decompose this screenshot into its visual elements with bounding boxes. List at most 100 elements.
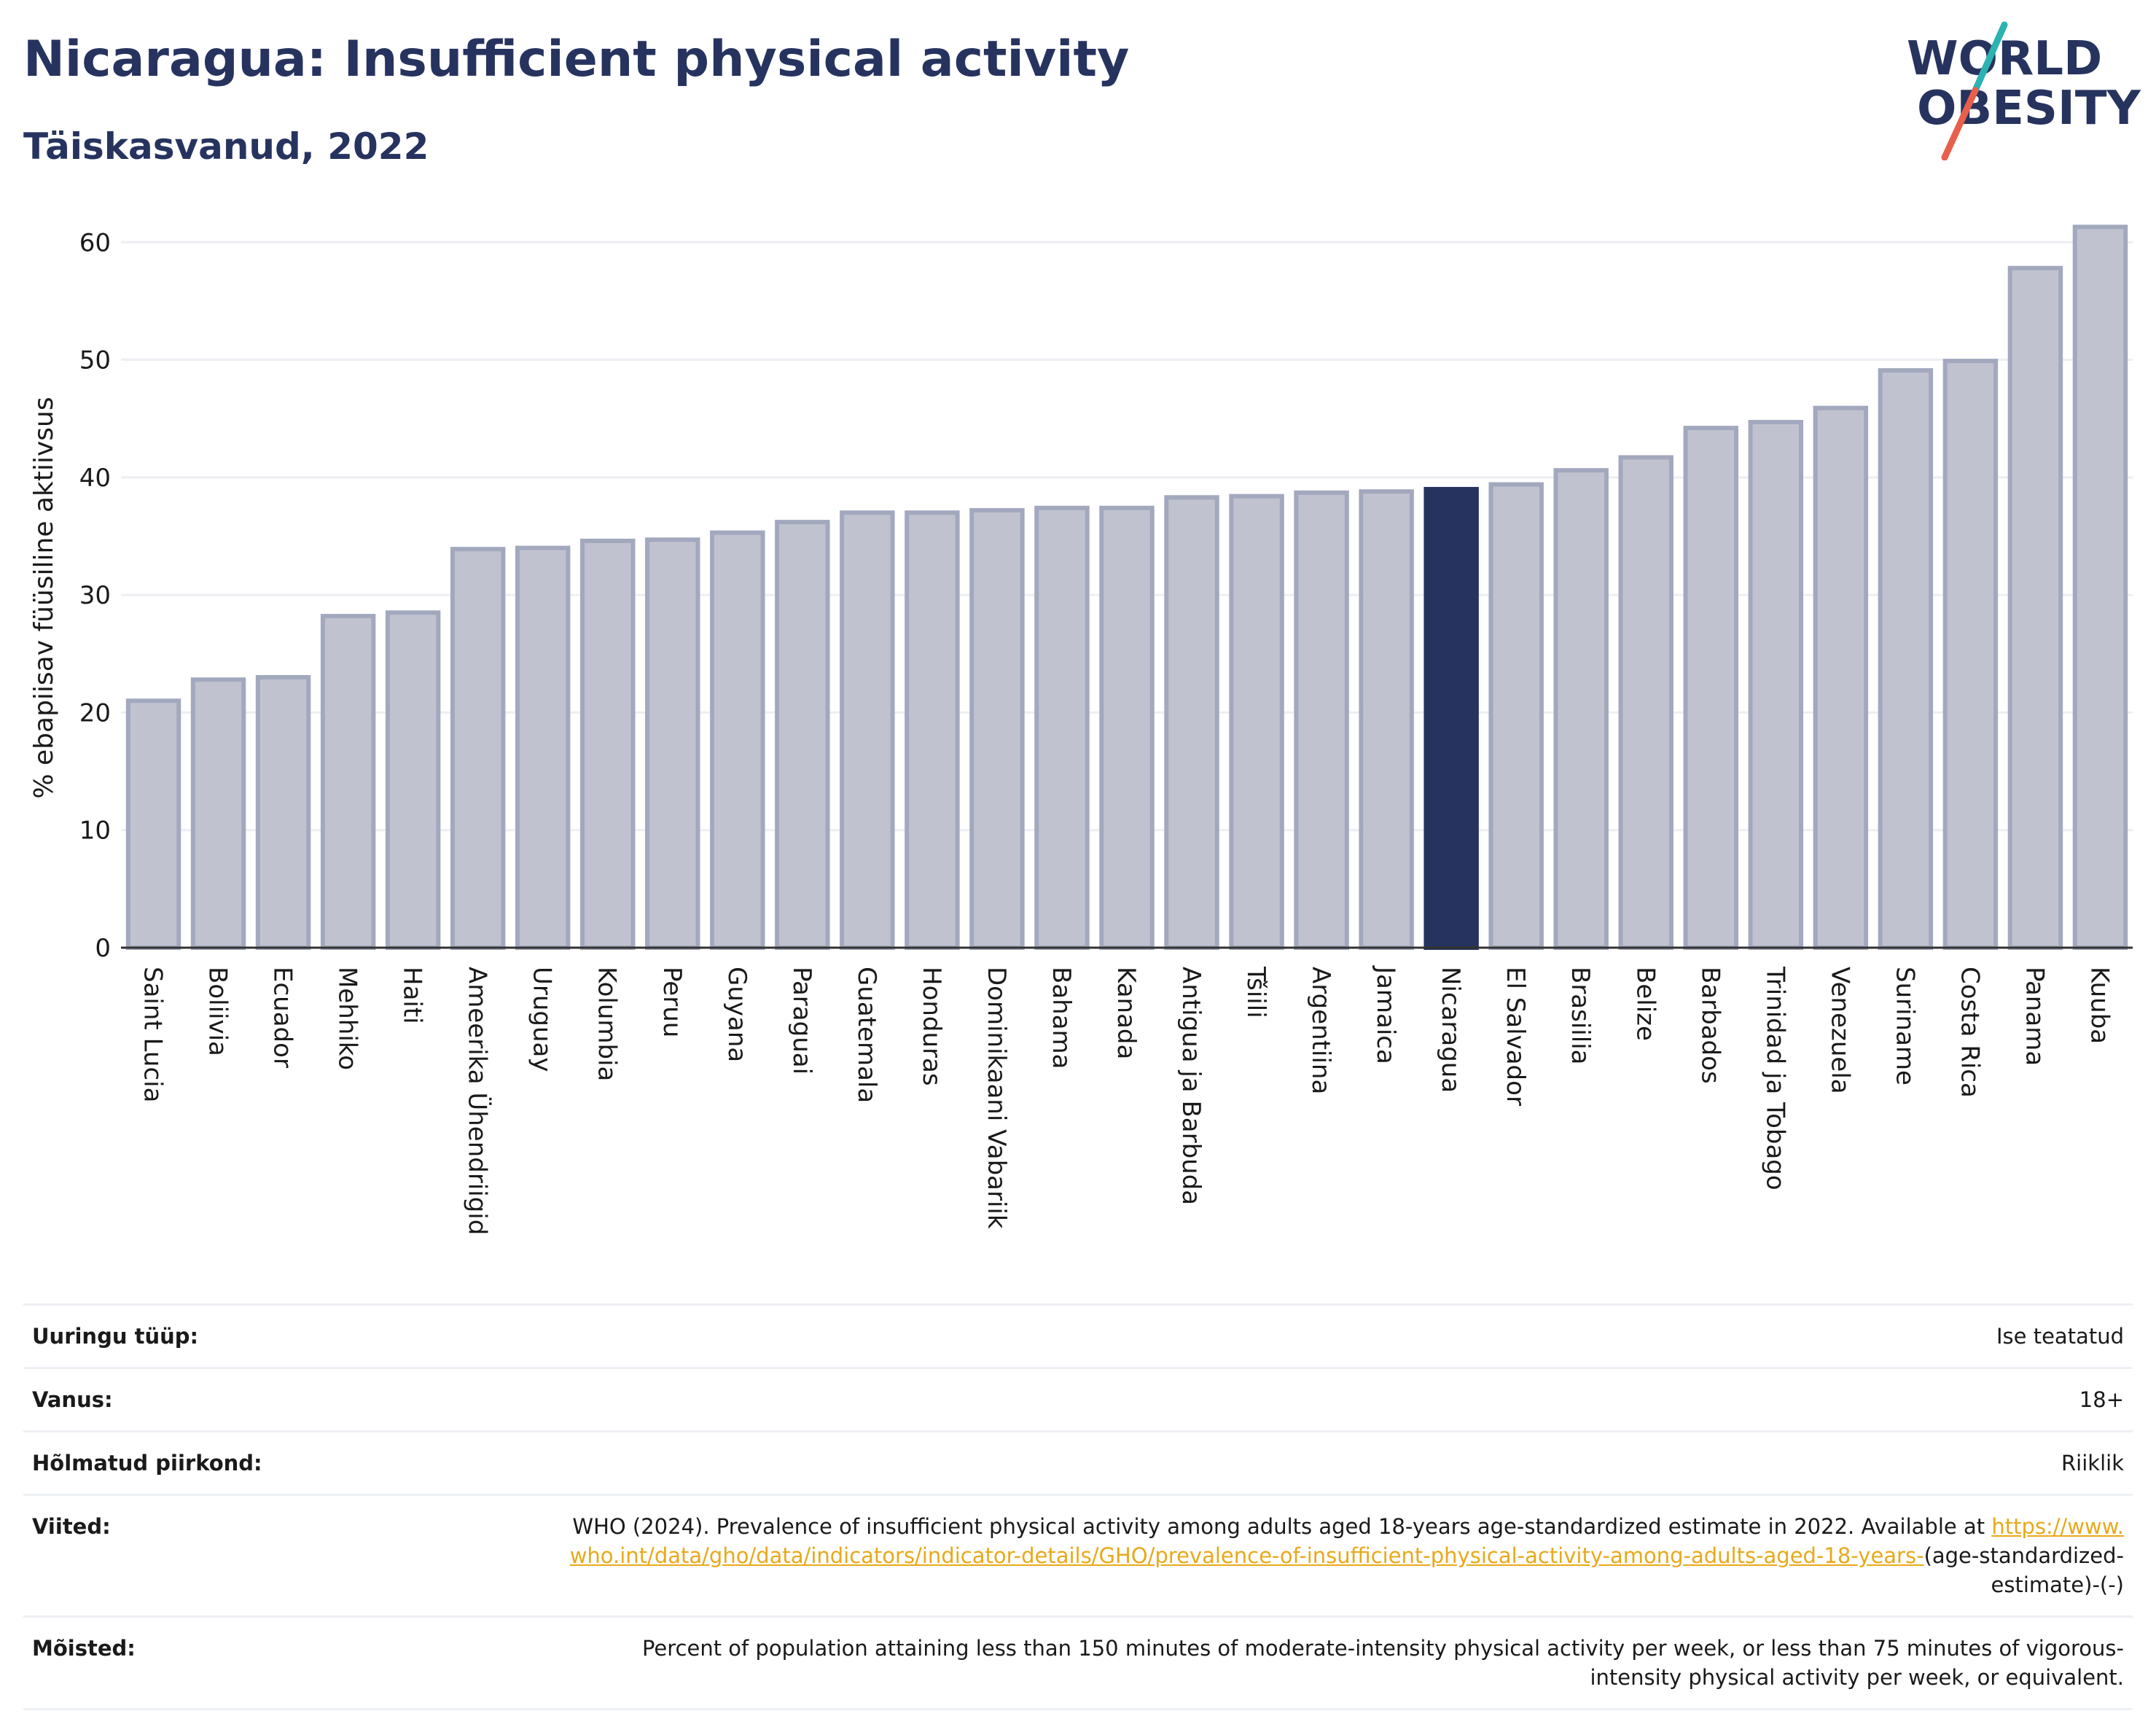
x-tick-label: Suriname <box>1890 967 1919 1085</box>
bar <box>450 547 506 950</box>
chart-subtitle: Täiskasvanud, 2022 <box>23 125 429 168</box>
meta-row-references: Viited: WHO (2024). Prevalence of insuff… <box>23 1494 2133 1617</box>
bar <box>2007 265 2063 950</box>
bar <box>2072 225 2128 950</box>
x-tick-label: Costa Rica <box>1955 967 1984 1098</box>
meta-row-definitions: Mõisted: Percent of population attaining… <box>23 1615 2133 1710</box>
bar <box>515 545 571 950</box>
x-tick-label: Barbados <box>1695 967 1725 1084</box>
bar <box>1294 490 1349 950</box>
bar <box>1942 359 1999 950</box>
meta-label: Uuringu tüüp: <box>23 1303 551 1368</box>
bar <box>1618 455 1673 950</box>
y-tick-label: 0 <box>95 934 111 963</box>
meta-label: Hõlmatud piirkond: <box>23 1430 551 1495</box>
references-text: WHO (2024). Prevalence of insufficient p… <box>572 1514 1985 1539</box>
x-tick-label: Ameerika Ühendriigid <box>463 967 493 1235</box>
x-tick-label: Paraguai <box>787 967 816 1075</box>
x-tick-label: Ecuador <box>268 967 297 1068</box>
bar <box>1164 495 1219 950</box>
world-obesity-logo: WORLD OBESITY <box>1907 21 2141 160</box>
meta-row: Vanus: 18+ <box>23 1367 2133 1432</box>
x-tick-label: Kuuba <box>2085 967 2114 1044</box>
bar <box>320 614 376 951</box>
x-tick-label: Guyana <box>722 967 751 1062</box>
bar <box>1813 405 1869 950</box>
definitions-label: Mõisted: <box>23 1615 551 1710</box>
bar <box>840 510 895 950</box>
y-tick-label: 20 <box>79 698 111 728</box>
x-tick-label: Trinidad ja Tobago <box>1760 966 1789 1190</box>
x-tick-label: Venezuela <box>1825 967 1854 1094</box>
x-tick-label: Antigua ja Barbuda <box>1176 967 1206 1205</box>
bar <box>645 537 700 950</box>
x-tick-label: Boliivia <box>203 967 233 1056</box>
x-tick-label: Peruu <box>657 967 687 1037</box>
bar <box>125 698 181 951</box>
bar <box>775 520 830 950</box>
meta-value: 18+ <box>551 1367 2133 1432</box>
bar <box>1229 494 1284 950</box>
x-tick-label: El Salvador <box>1501 967 1530 1106</box>
bar <box>1359 489 1414 950</box>
x-tick-label: Bahama <box>1047 967 1076 1069</box>
chart-title: Nicaragua: Insufficient physical activit… <box>23 31 1130 88</box>
x-tick-label: Kanada <box>1112 967 1141 1059</box>
definitions-value: Percent of population attaining less tha… <box>551 1615 2133 1710</box>
bar <box>905 510 960 950</box>
x-tick-label: Brasiilia <box>1566 967 1595 1064</box>
y-tick-label: 10 <box>79 816 111 846</box>
bar <box>1748 420 1804 950</box>
x-tick-label: Jamaica <box>1371 965 1400 1064</box>
x-tick-label: Belize <box>1630 967 1660 1041</box>
x-tick-label: Uruguay <box>528 967 557 1072</box>
bar <box>1553 468 1609 950</box>
bar-highlighted <box>1423 486 1479 950</box>
references-link[interactable]: https://www.who.int/data/gho/data/indica… <box>569 1514 2124 1568</box>
y-tick-label: 30 <box>79 581 111 610</box>
bar <box>1488 482 1544 950</box>
bar <box>1878 368 1934 950</box>
metadata-table: Uuringu tüüp: Ise teatatud Vanus: 18+ Hõ… <box>23 1303 2133 1710</box>
x-tick-label: Kolumbia <box>593 967 622 1081</box>
logo-slash-bottom <box>1941 87 1979 160</box>
meta-row: Uuringu tüüp: Ise teatatud <box>23 1303 2133 1368</box>
logo-word-obesity: OBESITY <box>1917 82 2141 136</box>
references-label: Viited: <box>23 1494 551 1617</box>
y-tick-label: 40 <box>79 464 111 493</box>
bar <box>1099 505 1155 950</box>
meta-row: Hõlmatud piirkond: Riiklik <box>23 1430 2133 1495</box>
x-tick-label: Guatemala <box>852 967 881 1103</box>
bar <box>1034 505 1090 950</box>
x-tick-label: Haiti <box>398 967 427 1024</box>
bars-layer <box>125 225 2128 951</box>
meta-value: Ise teatatud <box>551 1303 2133 1368</box>
bar <box>710 530 765 950</box>
meta-value: Riiklik <box>551 1430 2133 1495</box>
bar <box>580 538 636 950</box>
y-axis-label: % ebapiisav füüsiline aktiivsus <box>29 397 59 798</box>
bar <box>385 610 441 950</box>
y-tick-labels: 0 10 20 30 40 50 60 <box>79 228 111 963</box>
x-tick-label: Dominikaani Vabariik <box>982 967 1011 1229</box>
x-tick-label: Honduras <box>917 967 946 1086</box>
references-suffix: (age-standardized-estimate)-(-) <box>1923 1543 2124 1597</box>
x-tick-labels: Saint Lucia Boliivia Ecuador Mehhiko Haiti Am… <box>138 965 2114 1235</box>
x-tick-label: Panama <box>2020 967 2049 1066</box>
bar-chart: 0 10 20 30 40 50 60 Saint Lucia Boliivia Ecuador… <box>29 225 2133 1235</box>
references-value: WHO (2024). Prevalence of insufficient p… <box>551 1494 2133 1617</box>
x-tick-label: Tšiili <box>1241 966 1270 1018</box>
x-tick-label: Mehhiko <box>333 967 362 1070</box>
bar <box>255 675 311 951</box>
logo-word-world: WORLD <box>1907 32 2102 86</box>
x-tick-label: Saint Lucia <box>138 967 168 1102</box>
bar <box>1683 426 1739 950</box>
y-tick-label: 60 <box>79 228 111 257</box>
y-tick-label: 50 <box>79 346 111 375</box>
x-tick-label: Nicaragua <box>1436 967 1465 1093</box>
bar <box>190 677 246 950</box>
logo-slash-top <box>1972 21 2008 94</box>
meta-label: Vanus: <box>23 1367 551 1432</box>
x-tick-label: Argentiina <box>1306 967 1335 1094</box>
bar <box>969 508 1025 950</box>
